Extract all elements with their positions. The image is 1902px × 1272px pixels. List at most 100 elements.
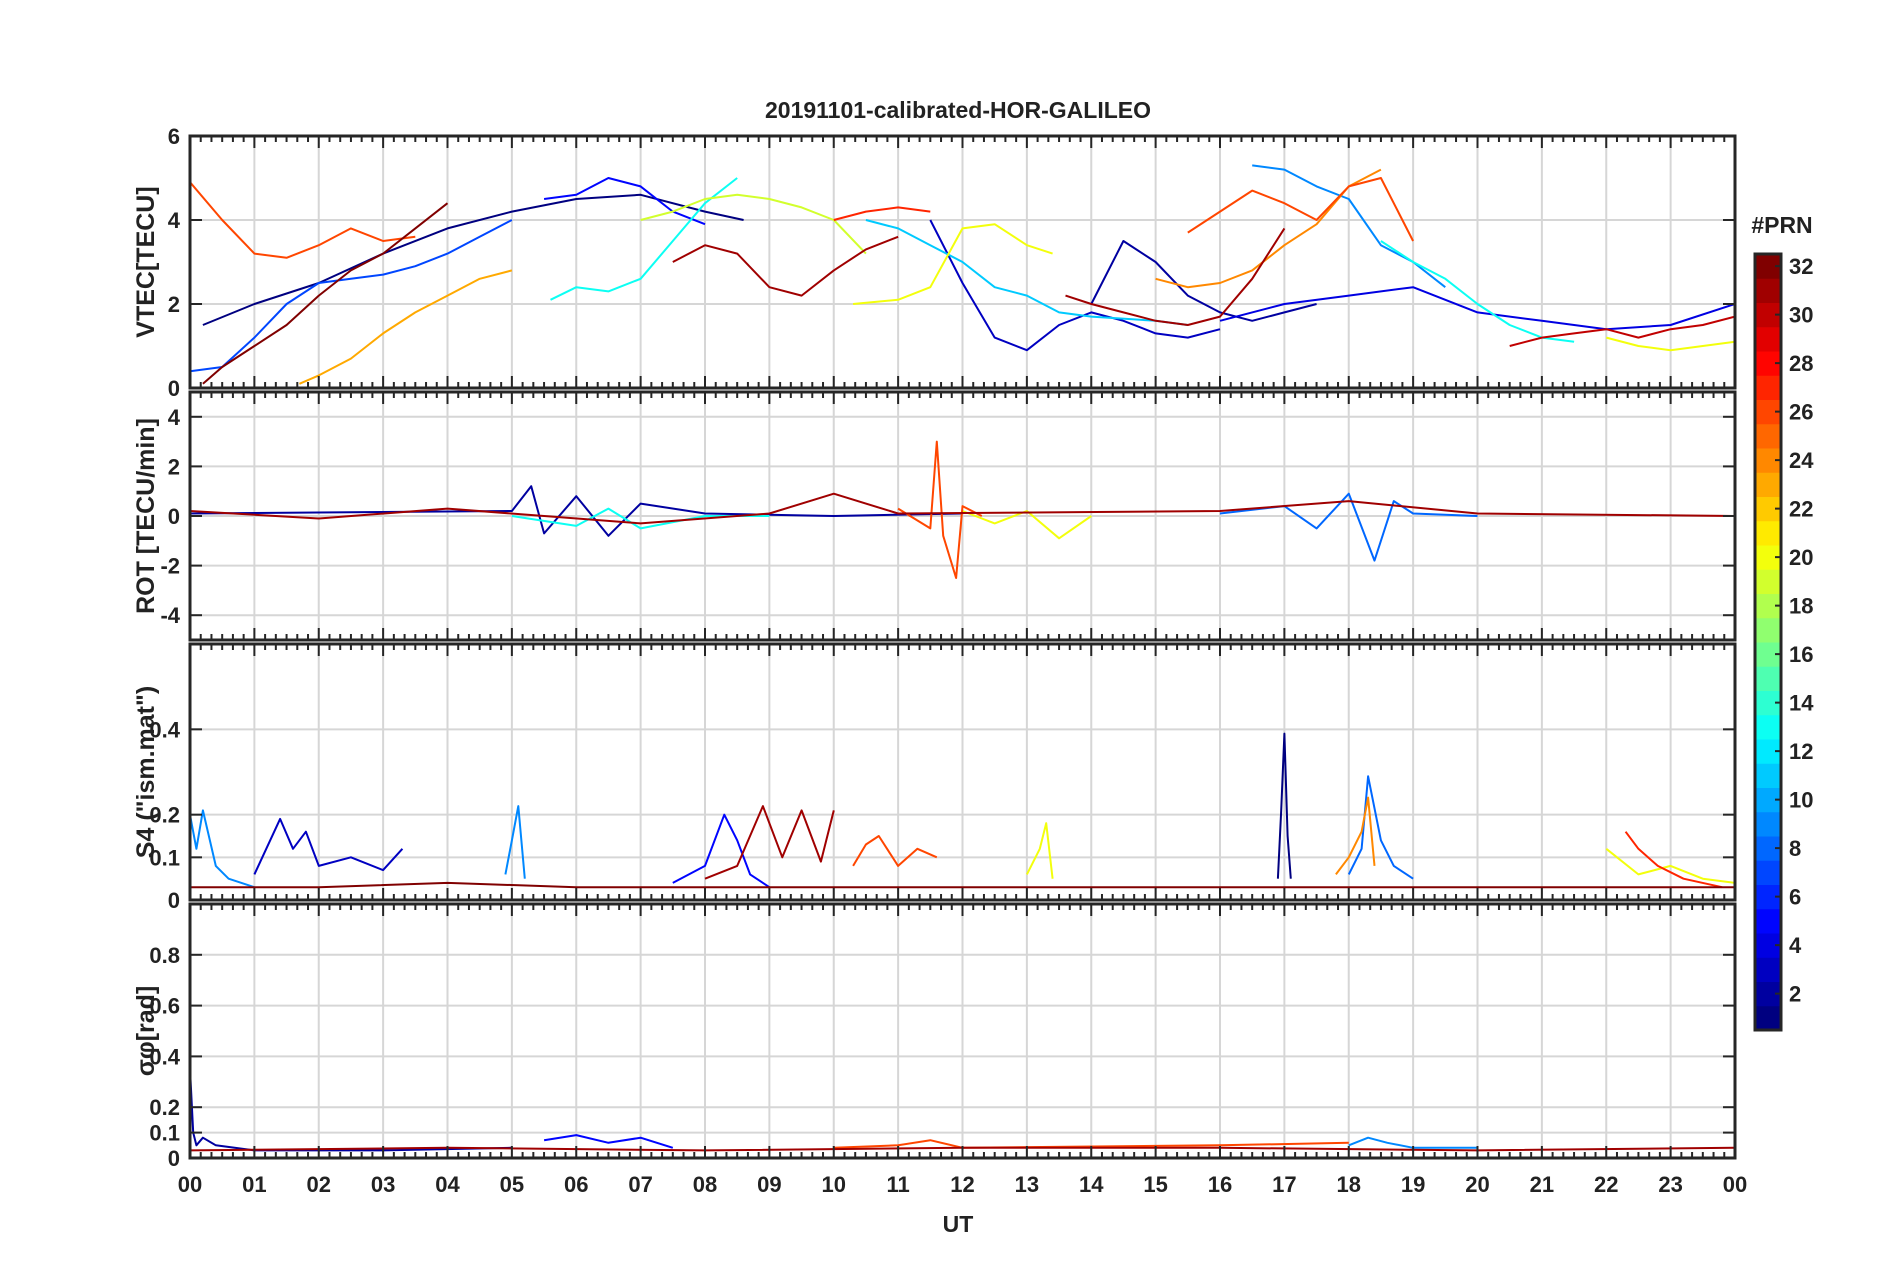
panel-4: 00.10.2 0.4 0.6 0.8 σφ[rad] bbox=[132, 902, 1737, 1171]
colorbar-frame bbox=[1753, 252, 1783, 1032]
y-tick-label: 6 bbox=[168, 124, 180, 149]
series-line-prn-9 bbox=[504, 805, 526, 879]
x-tick-label: 01 bbox=[242, 1172, 266, 1197]
series-line-prn-27 bbox=[833, 206, 931, 221]
x-tick-label: 03 bbox=[371, 1172, 395, 1197]
series-group bbox=[190, 440, 1735, 579]
series-line-prn-1 bbox=[202, 193, 744, 326]
colorbar-segment bbox=[1755, 375, 1781, 400]
series-line-prn-20 bbox=[1026, 822, 1054, 879]
panel-frame bbox=[188, 902, 1737, 1160]
series-line-prn-7 bbox=[190, 219, 513, 373]
x-tick-label: 14 bbox=[1079, 1172, 1104, 1197]
y-tick-label: 0.1 bbox=[149, 1121, 180, 1146]
panel-3: 0 0.1 0.2 0.4S4 ("ism.mat") bbox=[132, 642, 1737, 913]
series-line-prn-23 bbox=[299, 269, 513, 385]
colorbar-segment bbox=[1755, 957, 1781, 982]
series-line-prn-26 bbox=[897, 440, 983, 579]
series-line-prn-27 bbox=[1624, 831, 1723, 889]
y-tick-label: 0.4 bbox=[149, 717, 180, 742]
y-axis-label: VTEC[TECU] bbox=[132, 186, 160, 337]
x-axis-label: UT bbox=[943, 1211, 974, 1237]
x-tick-label: 06 bbox=[564, 1172, 588, 1197]
series-line-prn-20 bbox=[1605, 848, 1735, 884]
series-line-prn-31 bbox=[704, 805, 835, 880]
y-tick-label: -4 bbox=[160, 603, 180, 628]
colorbar-tick-label: 18 bbox=[1789, 594, 1813, 619]
colorbar-segment bbox=[1755, 860, 1781, 885]
y-tick-label: -2 bbox=[160, 554, 180, 579]
colorbar-tick-label: 2 bbox=[1789, 982, 1801, 1007]
chart-title: 20191101-calibrated-HOR-GALILEO bbox=[765, 97, 1151, 123]
colorbar-tick-label: 32 bbox=[1789, 254, 1813, 279]
x-tick-label: 21 bbox=[1530, 1172, 1554, 1197]
series-line-prn-5 bbox=[543, 177, 706, 226]
y-tick-label: 2 bbox=[168, 292, 180, 317]
y-tick-label: 0.8 bbox=[149, 943, 180, 968]
series-group bbox=[190, 164, 1735, 385]
x-tick-label: 00 bbox=[1723, 1172, 1747, 1197]
colorbar-tick-label: 6 bbox=[1789, 885, 1801, 910]
series-line-prn-26 bbox=[852, 835, 938, 867]
colorbar-tick-label: 24 bbox=[1789, 448, 1814, 473]
colorbar-tick-label: 28 bbox=[1789, 351, 1813, 376]
y-tick-label: 2 bbox=[168, 454, 180, 479]
y-axis-label: ROT [TECU/min] bbox=[132, 418, 160, 614]
series-line-prn-9 bbox=[1348, 1136, 1478, 1149]
colorbar-label: #PRN bbox=[1751, 212, 1812, 238]
series-line-prn-1 bbox=[1276, 732, 1292, 879]
colorbar-tick-label: 20 bbox=[1789, 545, 1813, 570]
y-tick-label: 0 bbox=[168, 376, 180, 401]
colorbar-segment bbox=[1755, 472, 1781, 497]
panel-2: -4 -2 0 2 4 ROT [TECU/min] bbox=[132, 390, 1737, 642]
y-tick-label: 0 bbox=[168, 504, 180, 529]
series-line-prn-5 bbox=[543, 1134, 674, 1149]
colorbar-segment bbox=[1755, 811, 1781, 837]
y-tick-label: 0 bbox=[168, 1146, 180, 1171]
y-tick-label: 0.1 bbox=[149, 845, 180, 870]
series-line-prn-19 bbox=[640, 193, 867, 255]
x-tick-label: 17 bbox=[1272, 1172, 1296, 1197]
x-tick-label: 10 bbox=[822, 1172, 846, 1197]
y-tick-label: 0.6 bbox=[149, 994, 180, 1019]
series-line-prn-5 bbox=[672, 813, 770, 889]
y-tick-label: 0 bbox=[168, 888, 180, 913]
series-line-prn-31 bbox=[190, 492, 1735, 525]
series-line-prn-26 bbox=[1187, 177, 1414, 242]
colorbar-tick-label: 16 bbox=[1789, 642, 1813, 667]
colorbar-segment bbox=[1755, 617, 1781, 643]
colorbar-segment bbox=[1755, 714, 1781, 740]
y-axis-label: σφ[rad] bbox=[132, 986, 160, 1077]
colorbar-tick-label: 26 bbox=[1789, 400, 1813, 425]
colorbar-tick-label: 12 bbox=[1789, 739, 1813, 764]
x-tick-label: 07 bbox=[628, 1172, 652, 1197]
series-line-prn-4 bbox=[1219, 286, 1735, 331]
y-tick-label: 0.4 bbox=[149, 1044, 180, 1069]
x-tick-label: 23 bbox=[1658, 1172, 1682, 1197]
series-line-prn-3 bbox=[253, 817, 404, 875]
x-tick-label: 16 bbox=[1208, 1172, 1232, 1197]
series-line-prn-8 bbox=[1219, 492, 1478, 562]
panel-1: 0 2 4 6 VTEC[TECU] bbox=[132, 124, 1737, 401]
colorbar-tick-label: 14 bbox=[1789, 691, 1814, 716]
x-tick-label: 11 bbox=[886, 1172, 909, 1197]
series-line-prn-11 bbox=[865, 219, 1188, 326]
x-tick-label: 12 bbox=[950, 1172, 974, 1197]
colorbar-segment bbox=[1755, 908, 1781, 934]
y-tick-label: 0.2 bbox=[149, 803, 180, 828]
colorbar-tick-label: 30 bbox=[1789, 303, 1813, 328]
panel-frame bbox=[188, 642, 1737, 902]
series-line-prn-20 bbox=[853, 223, 1053, 305]
x-tick-label: 09 bbox=[757, 1172, 781, 1197]
x-tick-label: 18 bbox=[1337, 1172, 1361, 1197]
x-tick-label: 19 bbox=[1401, 1172, 1425, 1197]
y-axis-label: S4 ("ism.mat") bbox=[132, 686, 160, 858]
series-line-prn-2 bbox=[190, 485, 963, 537]
series-line-prn-20 bbox=[962, 510, 1092, 540]
x-tick-label: 22 bbox=[1594, 1172, 1618, 1197]
colorbar-segment bbox=[1755, 569, 1781, 594]
series-line-prn-3 bbox=[929, 219, 1221, 352]
